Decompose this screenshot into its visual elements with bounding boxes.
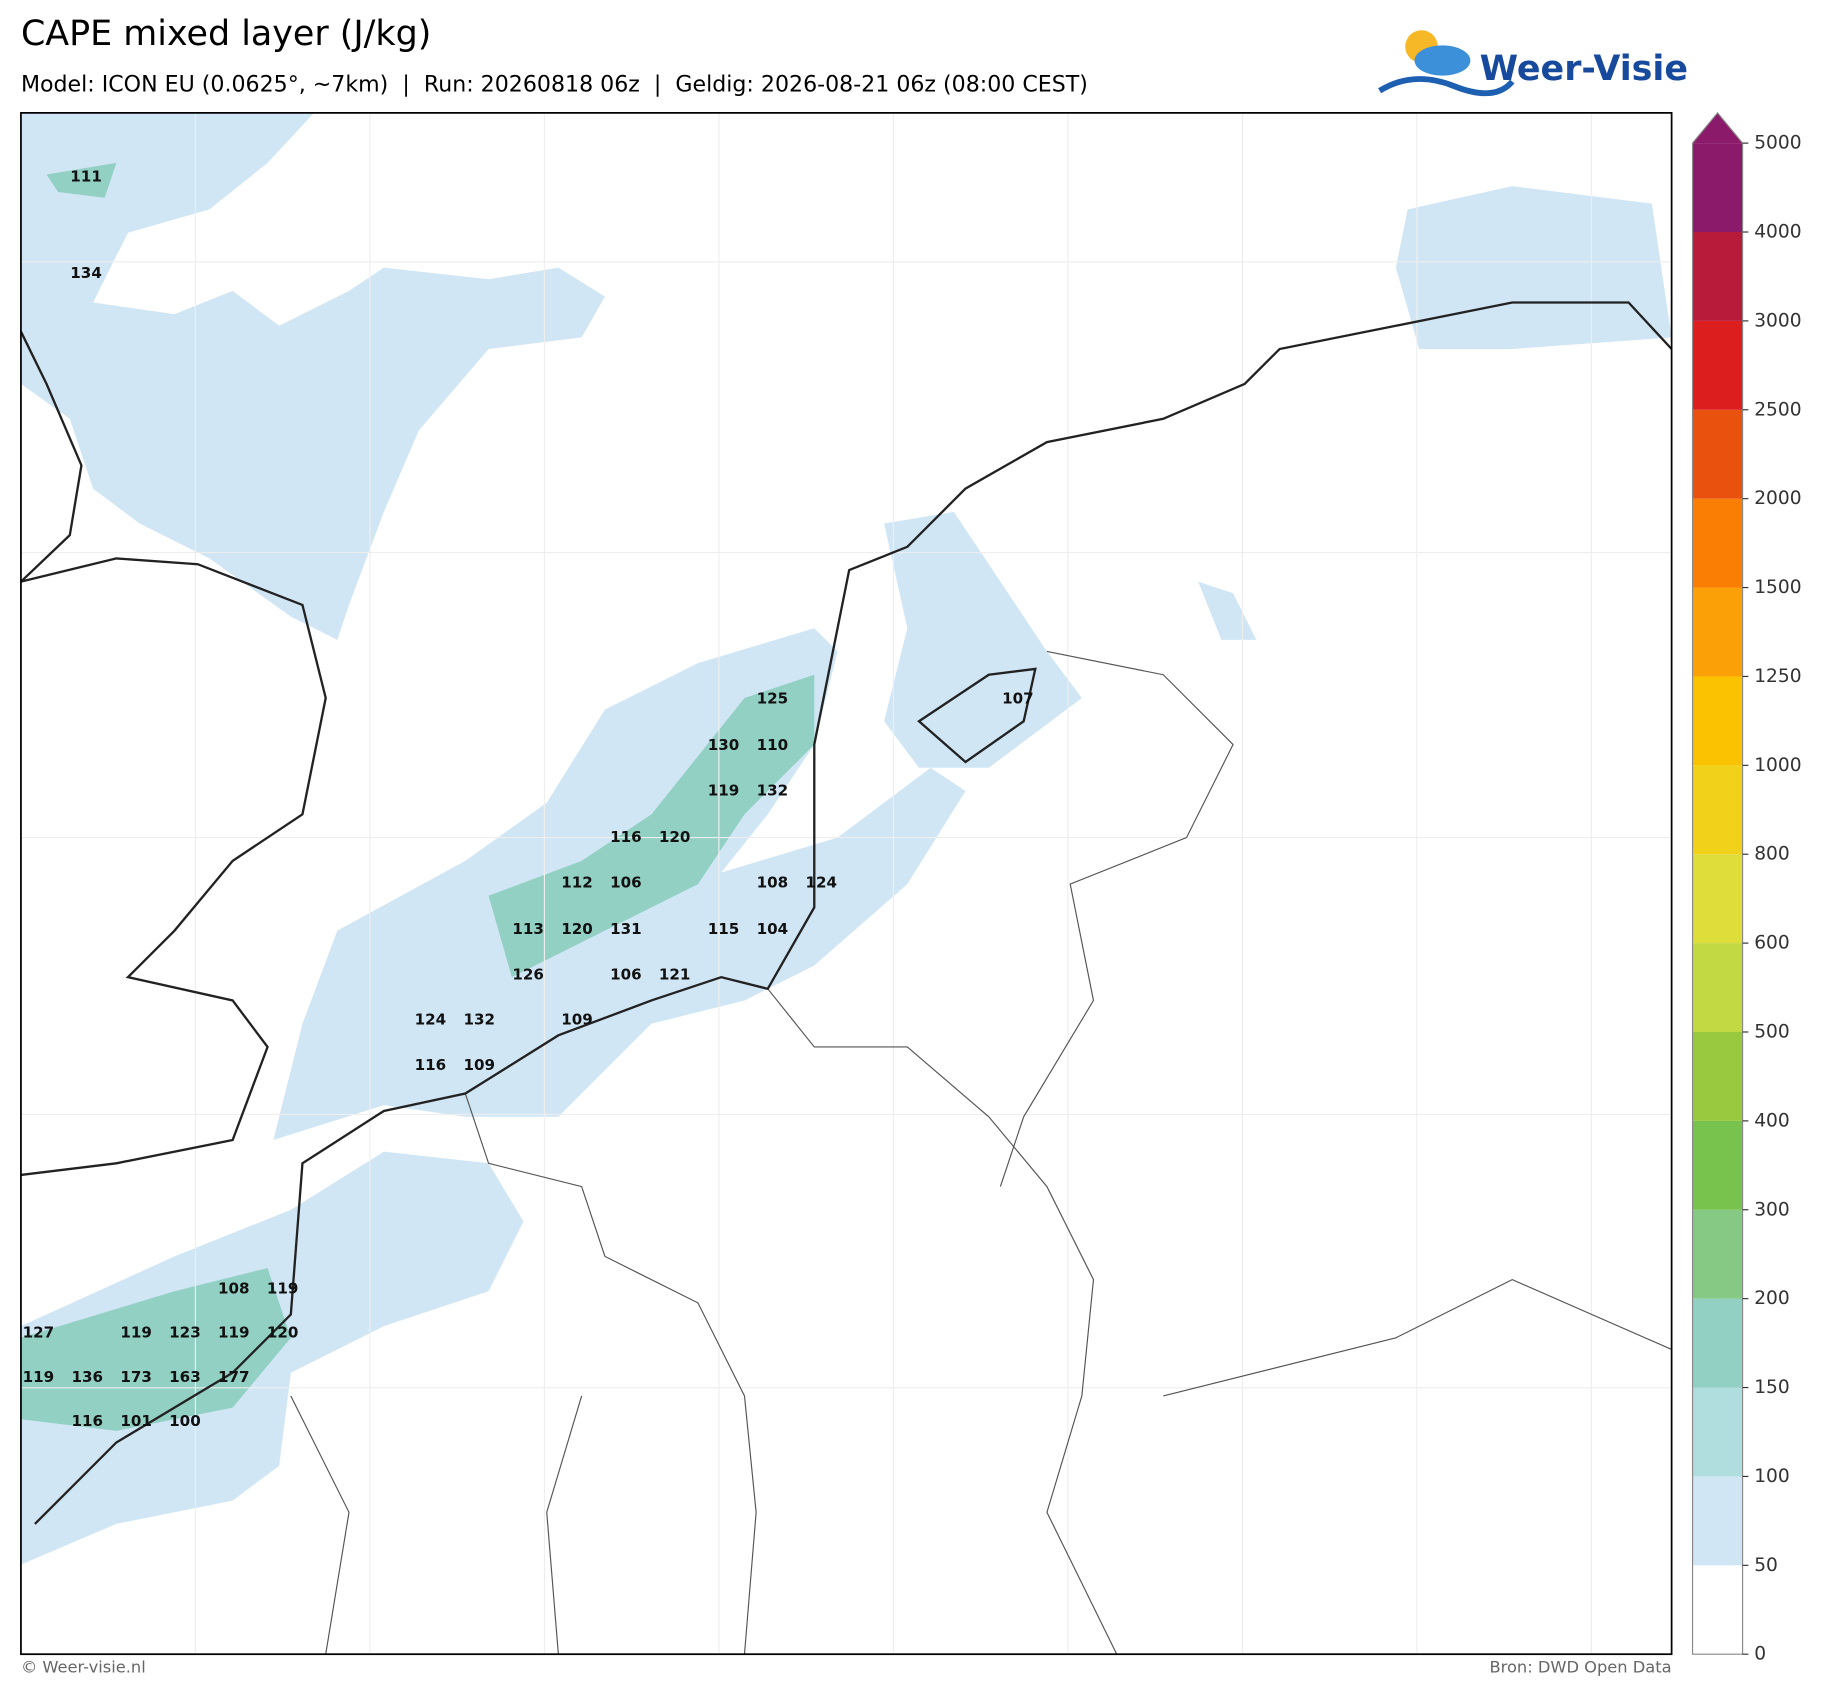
cape-value-label: 132 [757,782,789,800]
colorbar-segment [1692,320,1743,410]
cape-value-label: 106 [610,965,642,983]
colorbar-segment [1692,854,1743,944]
colorbar-tick-label: 2000 [1754,488,1801,509]
cape-value-label: 173 [120,1368,152,1386]
cape-value-label: 112 [561,873,593,891]
cape-value-label: 130 [708,736,740,754]
colorbar-segment [1692,587,1743,677]
colorbar-tick-label: 400 [1754,1110,1790,1131]
logo: Weer-Visie [1378,30,1688,97]
colorbar-tick-label: 1250 [1754,666,1801,687]
cape-value-label: 126 [512,965,544,983]
colorbar-segment [1692,143,1743,233]
cape-value-label: 111 [70,167,102,185]
logo-text: Weer-Visie [1480,49,1688,89]
cape-value-label: 121 [659,965,691,983]
colorbar-tick-label: 100 [1754,1466,1790,1487]
colorbar-segment [1692,232,1743,321]
colorbar-segment [1692,1387,1743,1477]
borders [290,650,1672,1655]
cape-value-label: 106 [610,873,642,891]
cape-value-label: 119 [120,1324,152,1342]
cape-value-label: 108 [757,873,789,891]
cape-value-label: 132 [463,1011,495,1029]
colorbar-tick-label: 5000 [1754,133,1801,154]
cape-value-label: 136 [71,1368,103,1386]
footer-left: © Weer-visie.nl [21,1658,146,1677]
colorbar-segment [1692,1476,1743,1566]
colorbar-segment [1692,1209,1743,1299]
cape-value-label: 119 [267,1279,299,1297]
colorbar-segment [1692,1120,1743,1210]
cape-value-label: 120 [659,828,691,846]
cape-value-label: 119 [708,782,740,800]
colorbar-tick-label: 1500 [1754,577,1801,598]
colorbar: 0 50 100 150 200 300 400 500 600 800 1000 1250 1500 2… [1691,111,1802,1665]
cape-value-label: 123 [169,1324,201,1342]
cape-value-label: 119 [23,1368,55,1386]
map-frame [20,112,1673,1656]
colorbar-segment [1692,943,1743,1032]
colorbar-segment [1692,765,1743,855]
colorbar-tick-label: 1000 [1754,755,1801,776]
map: 111 134 125 130 110 119 132 116 120 112 106 108 124 1… [20,112,1673,1656]
cape-150 [20,162,815,1431]
cape-value-label: 116 [610,828,642,846]
logo-cloud [1414,45,1471,76]
cape-value-label: 120 [267,1324,299,1342]
colorbar-tick-label: 150 [1754,1377,1790,1398]
colorbar-segment [1692,1031,1743,1121]
cape-value-label: 177 [218,1368,250,1386]
colorbar-tick-label: 50 [1754,1555,1778,1576]
title: CAPE mixed layer (J/kg) [21,14,431,54]
cape-value-label: 124 [415,1011,447,1029]
cape-value-label: 120 [561,920,593,938]
logo-wave [1378,76,1515,97]
footer-right: Bron: DWD Open Data [1489,1658,1671,1677]
cape-value-label: 125 [757,690,789,708]
colorbar-segment [1692,498,1743,588]
graticule [20,112,1672,1655]
colorbar-tick-label: 3000 [1754,310,1801,331]
cape-value-label: 115 [708,920,740,938]
cape-value-label: 113 [512,920,544,938]
subtitle: Model: ICON EU (0.0625°, ~7km) | Run: 20… [21,71,1088,97]
colorbar-extend [1692,112,1743,144]
cape-value-label: 109 [561,1011,593,1029]
cape-value-label: 127 [23,1324,55,1342]
cape-value-label: 163 [169,1368,201,1386]
cape-value-label: 100 [169,1412,201,1430]
colorbar-segment [1692,1565,1743,1655]
colorbar-tick-label: 200 [1754,1288,1790,1309]
cape-value-label: 134 [70,264,102,282]
colorbar-segment [1692,409,1743,499]
colorbar-tick-label: 0 [1754,1644,1766,1665]
cape-value-label: 131 [610,920,642,938]
colorbar-tick-label: 500 [1754,1021,1790,1042]
colorbar-segment [1692,1298,1743,1388]
colorbar-tick-label: 800 [1754,844,1790,865]
colorbar-outline [1691,111,1744,1655]
colorbar-tick-label: 2500 [1754,399,1801,420]
cape-value-label: 116 [415,1056,447,1074]
colorbar-tick-label: 600 [1754,933,1790,954]
cape-value-label: 101 [120,1412,152,1430]
colorbar-segment [1692,676,1743,766]
cape-value-label: 107 [1002,690,1034,708]
cape-value-label: 108 [218,1279,250,1297]
cape-value-label: 110 [757,736,789,754]
cape-value-label: 124 [805,873,837,891]
cape-labels: 111 134 125 130 110 119 132 116 120 112 106 108 124 1… [23,167,1034,1430]
colorbar-tick-label: 300 [1754,1199,1790,1220]
colorbar-tick-label: 4000 [1754,222,1801,243]
cape-value-label: 119 [218,1324,250,1342]
cape-value-label: 116 [71,1412,103,1430]
cape-value-label: 104 [757,920,789,938]
coastline [20,301,1672,1525]
cape-value-label: 109 [463,1056,495,1074]
